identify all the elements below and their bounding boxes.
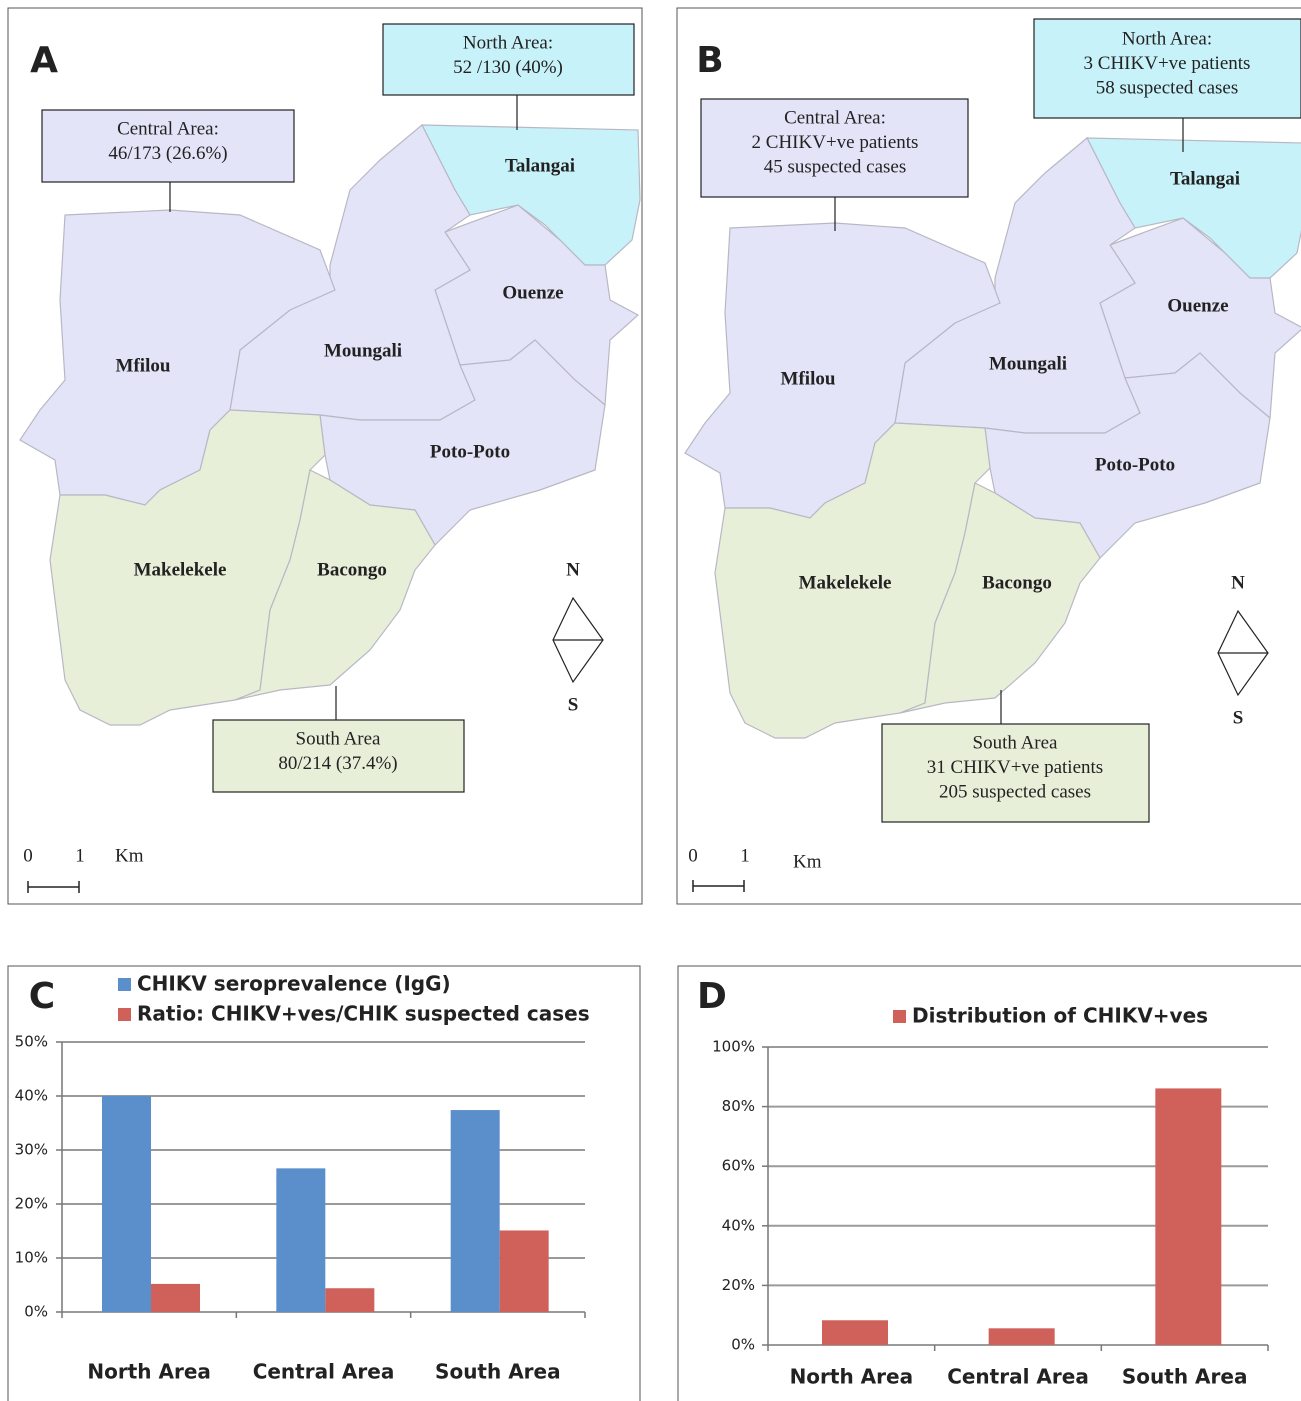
district-shape	[234, 469, 436, 701]
area-box	[1033, 18, 1301, 119]
area-label: Central Area:	[784, 107, 886, 128]
x-tick-label: South Area	[1122, 1365, 1248, 1389]
district-label: Poto-Poto	[430, 441, 510, 462]
y-tick-label: 40%	[722, 1216, 755, 1234]
panel-letter: A	[30, 40, 58, 81]
panel-letter: B	[696, 40, 723, 81]
bar	[988, 1328, 1055, 1345]
district-label: Ouenze	[1167, 295, 1228, 316]
area-label: 46/173 (26.6%)	[108, 143, 227, 164]
district-label: Makelekele	[134, 559, 227, 580]
district-label: Talangai	[505, 155, 575, 176]
district-label: Moungali	[324, 340, 402, 361]
area-label: 31 CHIKV+ve patients	[927, 757, 1103, 778]
y-tick-label: 100%	[712, 1038, 755, 1056]
bar	[450, 1110, 500, 1312]
area-label: 205 suspected cases	[939, 781, 1091, 802]
x-tick-label: North Area	[87, 1360, 211, 1384]
area-label: 52 /130 (40%)	[453, 57, 563, 78]
district-shape	[899, 482, 1101, 714]
bar	[276, 1168, 326, 1312]
area-box	[212, 719, 465, 793]
map: Talangai Ouenze Moungali Mfilou Poto-Poto Mak…	[684, 137, 1301, 739]
legend-swatch	[118, 978, 131, 991]
district-label: Talangai	[1170, 168, 1240, 189]
y-tick-label: 0%	[731, 1336, 755, 1354]
area-label: North Area:	[1122, 28, 1212, 49]
district-label: Bacongo	[982, 572, 1052, 593]
bar	[1155, 1088, 1222, 1345]
legend-swatch	[118, 1008, 131, 1021]
scale-label: Km	[793, 851, 822, 872]
y-tick-label: 20%	[15, 1195, 48, 1213]
panel-letter: C	[29, 976, 55, 1017]
legend-label: Distribution of CHIKV+ves	[912, 1004, 1208, 1028]
district-label: Bacongo	[317, 559, 387, 580]
compass-n: N	[566, 559, 580, 580]
bar	[822, 1320, 888, 1345]
district-label: Mfilou	[781, 368, 836, 389]
district-label: Poto-Poto	[1095, 454, 1175, 475]
x-tick-label: South Area	[435, 1360, 561, 1384]
district-label: Makelekele	[799, 572, 892, 593]
area-box	[382, 23, 635, 96]
scale-label: 0	[23, 845, 33, 866]
scale-label: 0	[688, 845, 698, 866]
legend-label: CHIKV seroprevalence (IgG)	[137, 972, 451, 996]
area-label: South Area	[973, 732, 1059, 753]
x-tick-label: North Area	[790, 1365, 914, 1389]
compass-s: S	[1233, 707, 1244, 728]
scale-label: Km	[115, 845, 144, 866]
x-tick-label: Central Area	[947, 1365, 1089, 1389]
y-tick-label: 60%	[722, 1157, 755, 1175]
bar	[325, 1288, 375, 1312]
district-label: Moungali	[989, 353, 1067, 374]
y-tick-label: 10%	[15, 1249, 48, 1267]
panel-frame	[7, 965, 641, 1401]
y-tick-label: 30%	[15, 1141, 48, 1159]
area-box	[881, 723, 1150, 823]
area-label: South Area	[296, 728, 382, 749]
compass-n: N	[1231, 572, 1245, 593]
area-label: 3 CHIKV+ve patients	[1084, 53, 1251, 74]
y-tick-label: 80%	[722, 1097, 755, 1115]
area-label: 58 suspected cases	[1096, 77, 1238, 98]
district-label: Mfilou	[116, 355, 171, 376]
scale-label: 1	[740, 845, 750, 866]
bar	[102, 1096, 151, 1312]
y-tick-label: 0%	[24, 1303, 48, 1321]
y-tick-label: 20%	[722, 1276, 755, 1294]
panel-letter: D	[697, 976, 727, 1017]
area-label: Central Area:	[117, 118, 219, 139]
y-tick-label: 40%	[15, 1087, 48, 1105]
panel-frame	[7, 7, 643, 905]
area-label: North Area:	[463, 32, 553, 53]
area-box	[700, 98, 969, 198]
compass-s: S	[568, 694, 579, 715]
bar	[499, 1230, 549, 1312]
bar	[151, 1283, 200, 1312]
scale-label: 1	[75, 845, 85, 866]
district-label: Ouenze	[502, 282, 563, 303]
area-box	[41, 109, 295, 183]
map: Talangai Ouenze Moungali Mfilou Poto-Poto Mak…	[19, 124, 641, 726]
panel-frame	[676, 7, 1301, 905]
panel-frame	[677, 965, 1301, 1401]
area-label: 80/214 (37.4%)	[278, 753, 397, 774]
x-tick-label: Central Area	[253, 1360, 395, 1384]
legend-swatch	[893, 1010, 906, 1023]
y-tick-label: 50%	[15, 1033, 48, 1051]
area-label: 2 CHIKV+ve patients	[752, 132, 919, 153]
legend-label: Ratio: CHIKV+ves/CHIK suspected cases	[137, 1002, 590, 1026]
area-label: 45 suspected cases	[764, 156, 906, 177]
